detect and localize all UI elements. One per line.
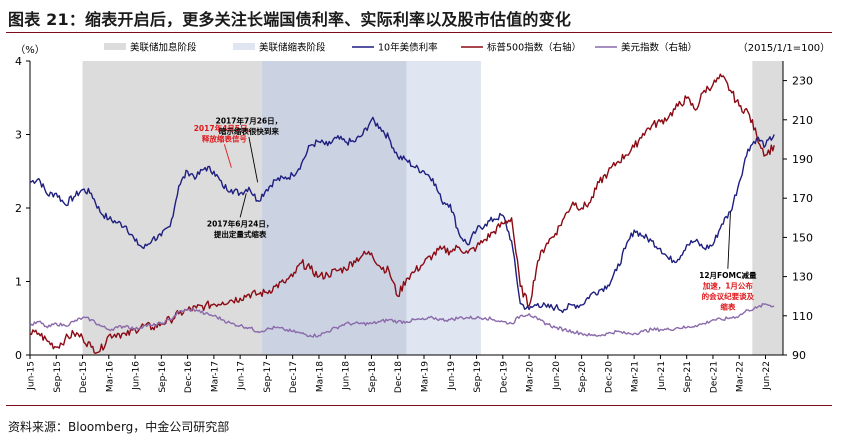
- x-tick-label: Sep-20: [578, 361, 588, 393]
- legend-swatch: [233, 43, 255, 50]
- x-tick-label: Jun-22: [762, 361, 772, 391]
- annotation-text: 提出定量式缩表: [214, 229, 267, 239]
- left-axis-unit: （%）: [15, 44, 45, 56]
- x-tick-label: Dec-20: [604, 361, 614, 393]
- shaded-period-1: [262, 61, 407, 355]
- x-tick-label: Mar-16: [105, 361, 115, 392]
- annotation-text: 2017年7月26日，: [216, 115, 283, 125]
- x-tick-label: Mar-19: [421, 361, 431, 392]
- shaded-period-0: [82, 61, 263, 355]
- x-tick-label: Dec-17: [289, 361, 299, 393]
- title-rule: [6, 32, 832, 33]
- y2-tick-label: 190: [792, 153, 813, 166]
- y2-tick-label: 210: [792, 114, 813, 127]
- x-tick-label: Dec-16: [184, 361, 194, 393]
- x-tick-label: Jun-18: [342, 361, 352, 391]
- annotation-arrow: [223, 144, 232, 168]
- x-tick-label: Sep-15: [53, 361, 63, 393]
- x-tick-label: Jun-17: [237, 361, 247, 391]
- legend-label: 标普500指数（右轴）: [487, 42, 581, 54]
- annotation-text: 的会议纪要谈及: [702, 291, 755, 301]
- annotation-text: 12月FOMC减量: [699, 270, 757, 280]
- shaded-period-3: [752, 61, 783, 355]
- y-tick-label: 1: [15, 276, 22, 289]
- x-tick-label: Jun-20: [552, 361, 562, 391]
- annotation-text: 加速，1月公布: [702, 280, 754, 290]
- legend-label: 10年美债利率: [378, 42, 438, 54]
- y-tick-label: 4: [15, 55, 22, 68]
- annotation-arrow: [727, 211, 731, 269]
- x-tick-label: Sep-16: [158, 361, 168, 393]
- series-line-treasury: [29, 116, 775, 314]
- annotation-text: 2017年4月5日，: [194, 123, 255, 133]
- y2-tick-label: 150: [792, 231, 813, 244]
- footer-rule: [6, 405, 832, 406]
- legend-label: 美联储加息阶段: [130, 42, 197, 54]
- annotation-text: 释放缩表信号: [202, 133, 247, 143]
- x-tick-label: Dec-18: [394, 361, 404, 393]
- y-tick-label: 2: [15, 202, 22, 215]
- y2-tick-label: 90: [792, 349, 806, 362]
- legend-label: 美元指数（右轴）: [621, 42, 697, 54]
- x-tick-label: Jun-16: [132, 361, 142, 391]
- x-tick-label: Jun-21: [657, 361, 667, 391]
- x-tick-label: Mar-21: [631, 361, 641, 392]
- annotation-text: 缩表: [720, 301, 735, 311]
- x-tick-label: Mar-20: [526, 361, 536, 392]
- annotation-text: 2017年6月24日，: [207, 218, 274, 228]
- series-line-sp500: [29, 73, 775, 354]
- annotation-arrow: [248, 136, 259, 183]
- y-tick-label: 3: [15, 129, 22, 142]
- annotation-arrow: [239, 193, 247, 218]
- x-tick-label: Mar-22: [736, 361, 746, 392]
- x-tick-label: Dec-21: [709, 361, 719, 393]
- x-tick-label: Sep-18: [368, 361, 378, 393]
- source-note: 资料来源：Bloomberg，中金公司研究部: [8, 420, 230, 434]
- x-tick-label: Sep-19: [473, 361, 483, 393]
- series-line-dxy: [29, 303, 775, 338]
- shaded-period-2: [406, 61, 481, 355]
- y2-tick-label: 170: [792, 192, 813, 205]
- x-tick-label: Mar-17: [210, 361, 220, 392]
- y-tick-label: 0: [15, 349, 22, 362]
- page-title: 图表 21：缩表开启后，更多关注长端国债利率、实际利率以及股市估值的变化: [8, 10, 572, 29]
- x-tick-label: Jun-15: [27, 361, 37, 391]
- x-tick-label: Mar-18: [315, 361, 325, 392]
- x-tick-label: Dec-15: [79, 361, 89, 393]
- y2-tick-label: 230: [792, 75, 813, 88]
- annotation-text: 暗示缩表很快到来: [219, 126, 279, 136]
- x-tick-label: Sep-17: [263, 361, 273, 393]
- y2-tick-label: 130: [792, 271, 813, 284]
- right-axis-note: （2015/1/1=100）: [738, 42, 830, 54]
- legend-swatch: [104, 43, 126, 50]
- legend-label: 美联储缩表阶段: [259, 42, 326, 54]
- x-tick-label: Dec-19: [499, 361, 509, 393]
- y2-tick-label: 110: [792, 310, 813, 323]
- x-tick-label: Jun-19: [447, 361, 457, 391]
- x-tick-label: Sep-21: [683, 361, 693, 393]
